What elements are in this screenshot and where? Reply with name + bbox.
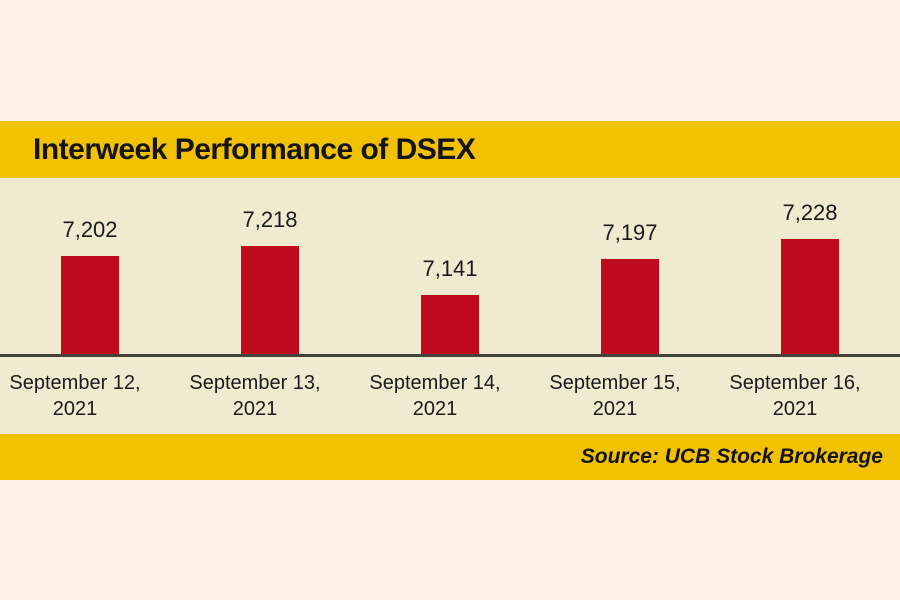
- chart-area: 7,202 7,218 7,141 7,197 7,228 September 12, 2…: [0, 178, 900, 434]
- bar-5: [781, 239, 839, 354]
- bar-value-label: 7,202: [62, 217, 118, 242]
- bar-2: [241, 246, 299, 354]
- source-note: Source: UCB Stock Brokerage: [580, 445, 883, 468]
- chart-title: Interweek Performance of DSEX: [33, 132, 476, 166]
- x-axis-label: September 12, 2021: [9, 372, 141, 420]
- source-band: Source: UCB Stock Brokerage: [0, 434, 900, 480]
- bar-value-label: 7,218: [242, 207, 298, 232]
- bar-value-label: 7,228: [782, 200, 838, 225]
- bar-value-label: 7,141: [422, 256, 478, 281]
- bar-4: [601, 259, 659, 354]
- x-axis-label: September 13, 2021: [189, 372, 321, 420]
- x-axis-labels: September 12, 2021 September 13, 2021 Septem…: [0, 370, 885, 422]
- bar-1: [61, 256, 119, 354]
- title-band: Interweek Performance of DSEX: [0, 121, 900, 178]
- plot-area: 7,202 7,218 7,141 7,197 7,228: [0, 178, 900, 354]
- bar-value-label: 7,197: [602, 220, 658, 245]
- x-axis-label: September 15, 2021: [549, 372, 681, 420]
- bar-3: [421, 295, 479, 354]
- x-axis-label: September 16, 2021: [729, 372, 861, 420]
- x-axis-label: September 14, 2021: [369, 372, 501, 420]
- x-axis-line: [0, 354, 900, 357]
